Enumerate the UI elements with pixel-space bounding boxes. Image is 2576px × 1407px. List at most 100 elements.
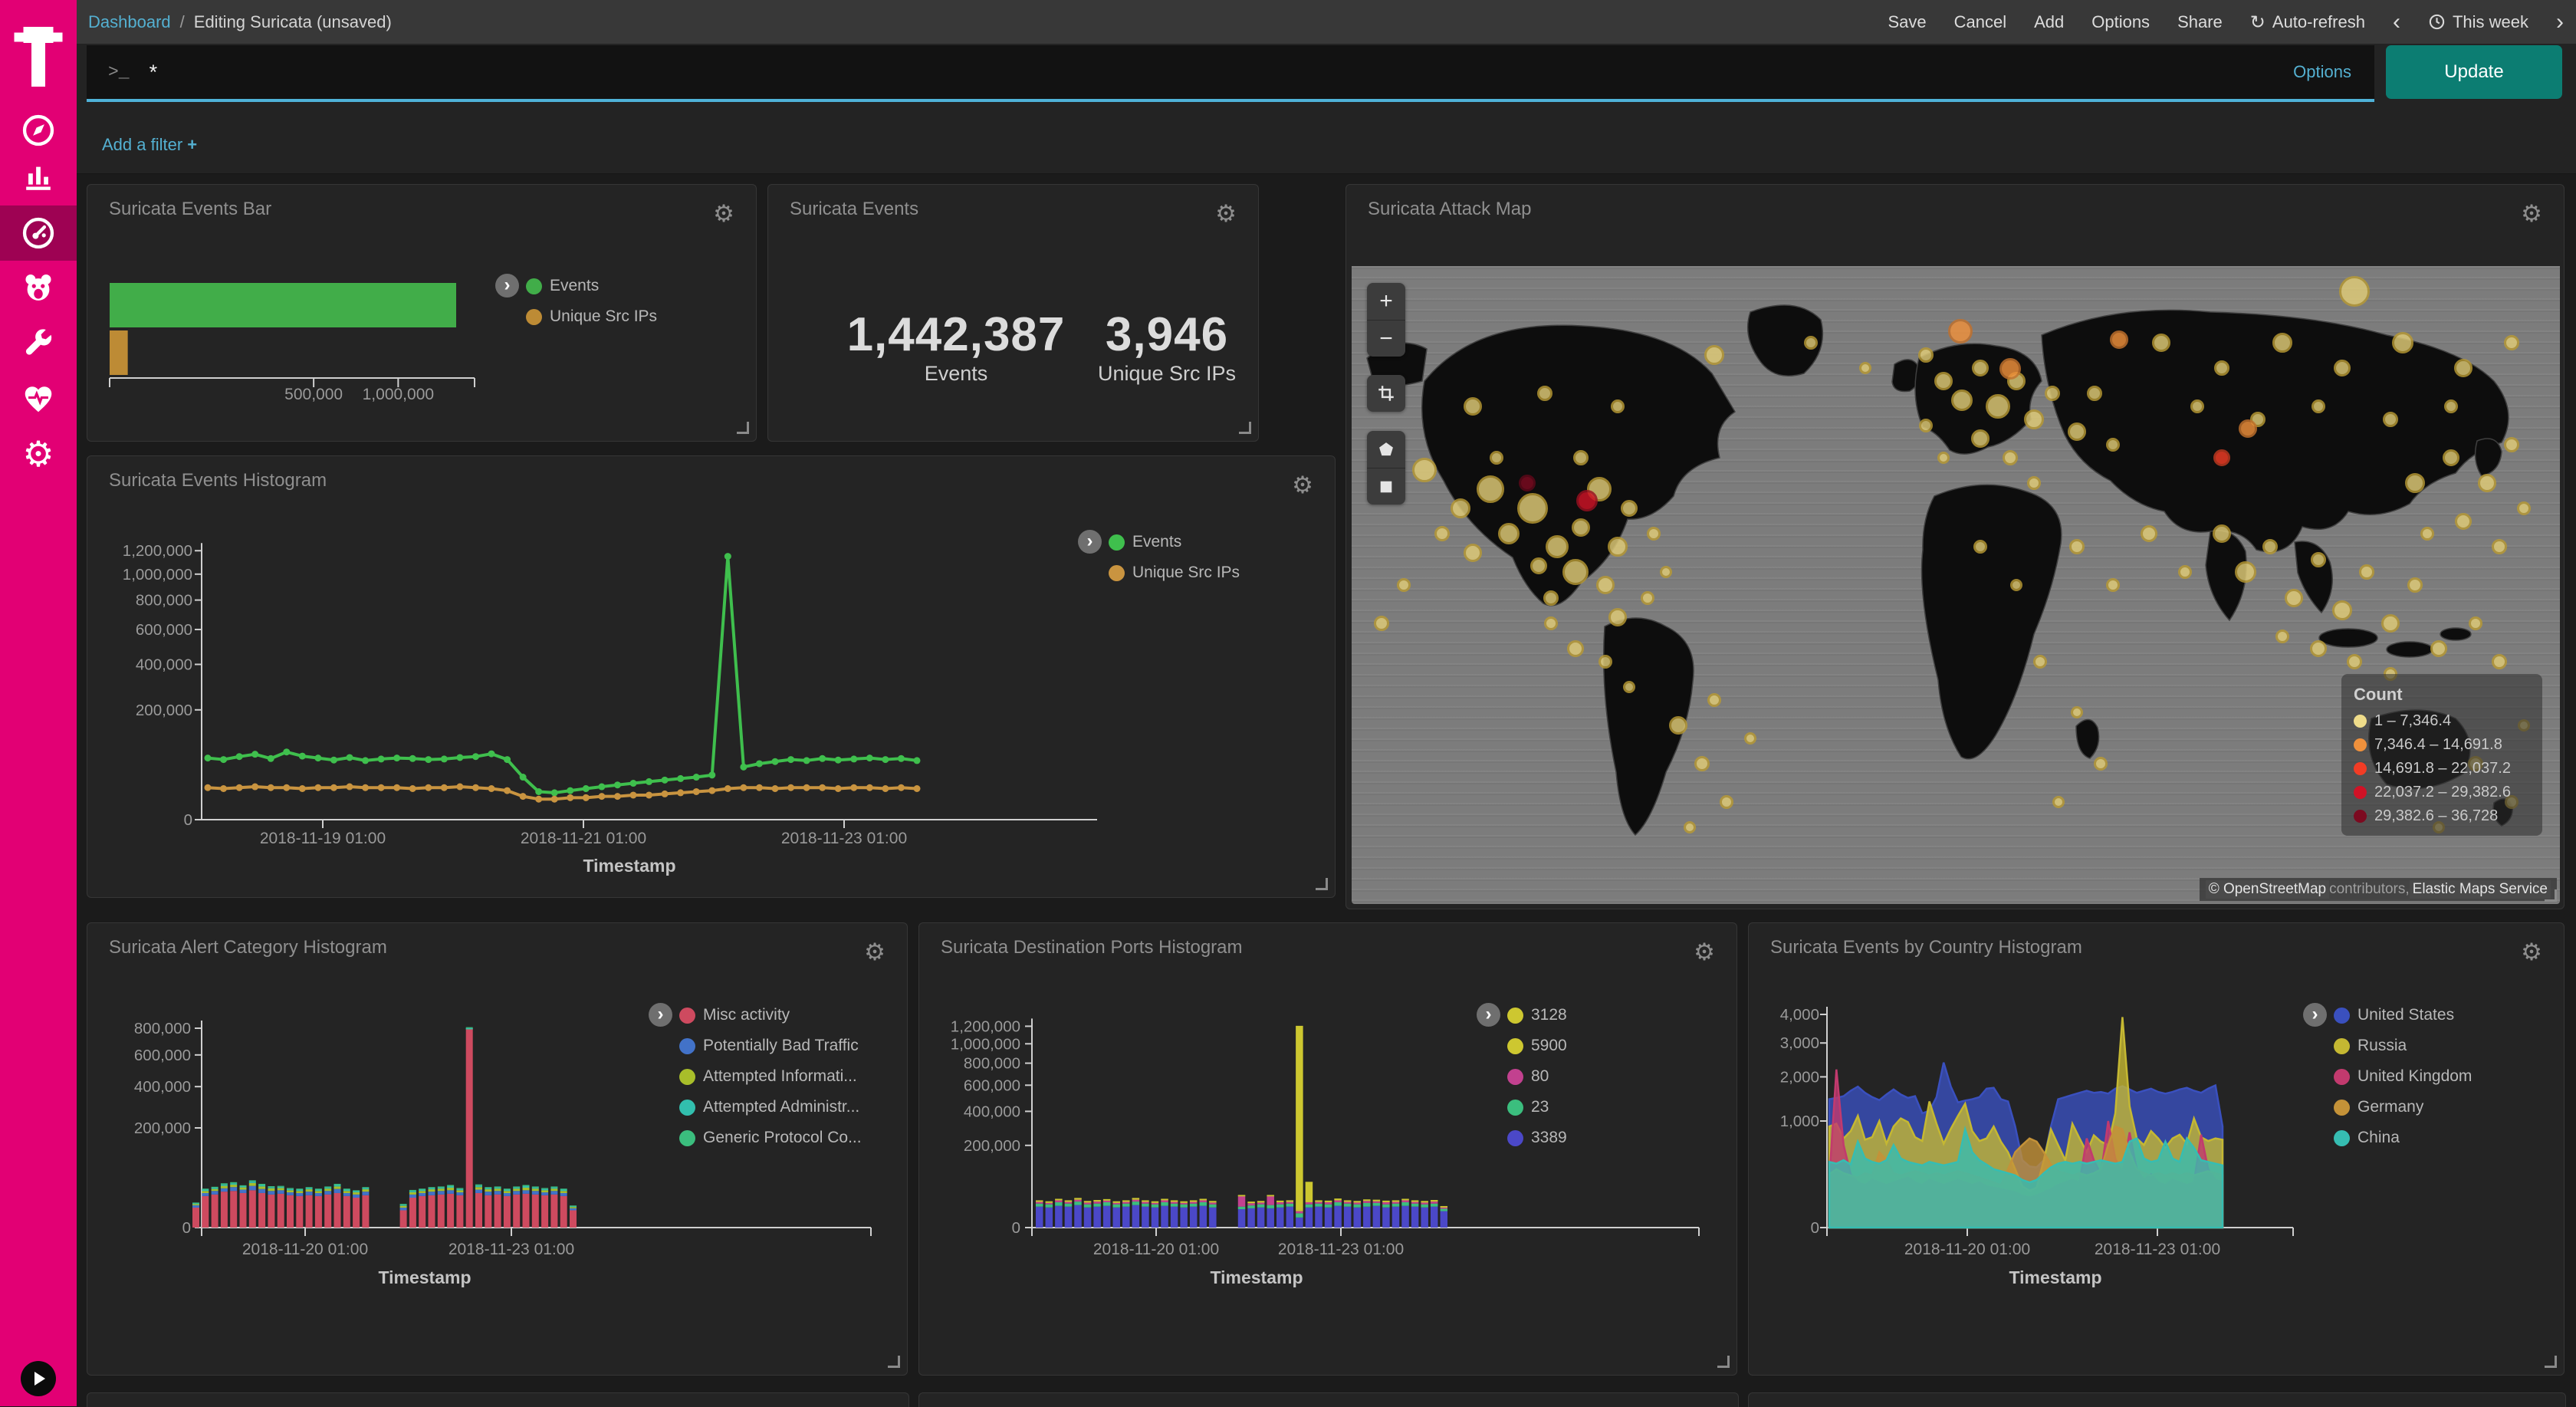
sidebar-item-dev-tools[interactable] — [0, 316, 77, 371]
legend-item[interactable]: 5900 — [1507, 1037, 1567, 1055]
attack-map-point[interactable] — [1537, 386, 1553, 402]
panel-gear-icon[interactable] — [2518, 200, 2545, 228]
legend-toggle-icon[interactable]: › — [1078, 530, 1102, 554]
attack-map-point[interactable] — [1858, 362, 1871, 375]
attack-map-point[interactable] — [2141, 525, 2158, 543]
map-draw-polygon-icon[interactable] — [1367, 431, 1405, 468]
attack-map-point[interactable] — [1610, 399, 1625, 414]
panel-resize-handle[interactable] — [1239, 422, 1251, 434]
add-filter-link[interactable]: Add a filter + — [102, 135, 198, 154]
legend-toggle-icon[interactable]: › — [2303, 1003, 2327, 1027]
map-draw-rect-icon[interactable] — [1367, 468, 1405, 505]
attack-map-point[interactable] — [2468, 616, 2482, 630]
legend-item[interactable]: Unique Src IPs — [1109, 564, 1240, 582]
panel-resize-handle[interactable] — [1316, 878, 1328, 890]
auto-refresh-button[interactable]: ↻ Auto-refresh — [2249, 11, 2365, 33]
attack-map-point[interactable] — [1707, 692, 1721, 707]
attack-map-point[interactable] — [1434, 526, 1451, 542]
attack-map-point[interactable] — [1744, 731, 1757, 745]
attack-map-point[interactable] — [2213, 449, 2230, 466]
attack-map-point[interactable] — [1562, 559, 1589, 586]
panel-resize-handle[interactable] — [2545, 1356, 2557, 1368]
attack-map-point[interactable] — [2024, 409, 2045, 429]
attack-map-point[interactable] — [1450, 498, 1470, 519]
attack-map-point[interactable] — [1999, 357, 2021, 380]
query-options-link[interactable]: Options — [2293, 62, 2351, 81]
attack-map-point[interactable] — [2311, 399, 2325, 414]
legend-item[interactable]: 3389 — [1507, 1129, 1567, 1147]
attack-map-point[interactable] — [2087, 386, 2103, 402]
attack-map-point[interactable] — [2443, 449, 2460, 466]
legend-toggle-icon[interactable]: › — [649, 1003, 672, 1027]
attack-map-point[interactable] — [2503, 334, 2519, 350]
attack-map-point[interactable] — [1704, 345, 1724, 366]
breadcrumb-dashboard-link[interactable]: Dashboard — [88, 12, 171, 31]
attack-map-point[interactable] — [1608, 607, 1627, 626]
osm-link[interactable]: © OpenStreetMap — [2205, 880, 2330, 899]
attack-map-point[interactable] — [2503, 436, 2519, 452]
sidebar-item-dashboard[interactable] — [0, 205, 77, 261]
attack-map-point[interactable] — [1544, 616, 1559, 630]
attack-map-point[interactable] — [2492, 539, 2508, 555]
attack-map-point[interactable] — [1668, 716, 1687, 735]
attack-map-point[interactable] — [2492, 653, 2508, 669]
attack-map-point[interactable] — [2239, 419, 2258, 439]
map-zoom-in-button[interactable]: + — [1367, 283, 1405, 320]
attack-map-point[interactable] — [2407, 577, 2423, 593]
attack-map[interactable]: + − Count 1 – 7,346.4 7,346.4 – 14,691.8 1… — [1352, 266, 2560, 904]
attack-map-point[interactable] — [2383, 411, 2399, 427]
attack-map-point[interactable] — [1497, 523, 1520, 545]
attack-map-point[interactable] — [1621, 500, 1638, 518]
attack-map-point[interactable] — [1623, 681, 1636, 694]
attack-map-point[interactable] — [2190, 399, 2205, 414]
legend-item[interactable]: Attempted Informati... — [679, 1067, 862, 1086]
attack-map-point[interactable] — [2358, 564, 2374, 580]
attack-map-point[interactable] — [2272, 332, 2292, 353]
time-forward-button[interactable]: › — [2556, 8, 2564, 35]
save-button[interactable]: Save — [1888, 12, 1927, 31]
attack-map-point[interactable] — [2045, 386, 2061, 402]
legend-item[interactable]: Russia — [2334, 1037, 2472, 1055]
sidebar-item-discover[interactable] — [0, 103, 77, 158]
options-button[interactable]: Options — [2091, 12, 2150, 31]
attack-map-point[interactable] — [1396, 578, 1411, 592]
map-zoom-out-button[interactable]: − — [1367, 320, 1405, 357]
attack-map-point[interactable] — [2009, 579, 2022, 591]
legend-item[interactable]: Misc activity — [679, 1006, 862, 1024]
attack-map-point[interactable] — [2070, 706, 2083, 719]
attack-map-point[interactable] — [1934, 371, 1953, 390]
add-button[interactable]: Add — [2034, 12, 2065, 31]
panel-resize-handle[interactable] — [737, 422, 749, 434]
attack-map-point[interactable] — [1572, 518, 1591, 537]
attack-map-point[interactable] — [1595, 576, 1615, 594]
attack-map-point[interactable] — [1950, 389, 1973, 411]
events-histogram-chart[interactable]: 0 200,000 400,000 600,000 800,000 1,000,000 1,… — [87, 456, 1336, 902]
legend-item[interactable]: 23 — [1507, 1098, 1567, 1116]
update-button[interactable]: Update — [2386, 45, 2562, 99]
legend-item[interactable]: China — [2334, 1129, 2472, 1147]
destination-ports-chart[interactable]: 0 200,000 400,000 600,000 800,000 1,000,000 1,… — [919, 923, 1738, 1380]
cancel-button[interactable]: Cancel — [1953, 12, 2007, 31]
attack-map-point[interactable] — [2109, 330, 2128, 349]
alert-category-chart[interactable]: 0 200,000 400,000 600,000 800,000 2018-11-20 … — [87, 923, 909, 1380]
attack-map-point[interactable] — [1971, 360, 1989, 377]
legend-item[interactable]: Unique Src IPs — [526, 307, 657, 326]
attack-map-point[interactable] — [2420, 527, 2434, 541]
legend-item[interactable]: Attempted Administr... — [679, 1098, 862, 1116]
attack-map-point[interactable] — [1937, 451, 1950, 464]
attack-map-point[interactable] — [2516, 501, 2531, 516]
attack-map-point[interactable] — [1607, 537, 1628, 557]
attack-map-point[interactable] — [1573, 449, 1589, 465]
time-range-picker[interactable]: This week — [2428, 12, 2528, 32]
share-button[interactable]: Share — [2177, 12, 2223, 31]
attack-map-point[interactable] — [2478, 473, 2497, 492]
attack-map-point[interactable] — [2347, 653, 2363, 669]
attack-map-point[interactable] — [1970, 429, 1990, 448]
attack-map-point[interactable] — [2309, 640, 2327, 658]
ems-link[interactable]: Elastic Maps Service — [2409, 880, 2551, 899]
attack-map-point[interactable] — [2332, 600, 2353, 621]
legend-item[interactable]: 80 — [1507, 1067, 1567, 1086]
attack-map-point[interactable] — [2444, 399, 2459, 414]
attack-map-point[interactable] — [2105, 578, 2120, 592]
legend-toggle-icon[interactable]: › — [1477, 1003, 1500, 1027]
